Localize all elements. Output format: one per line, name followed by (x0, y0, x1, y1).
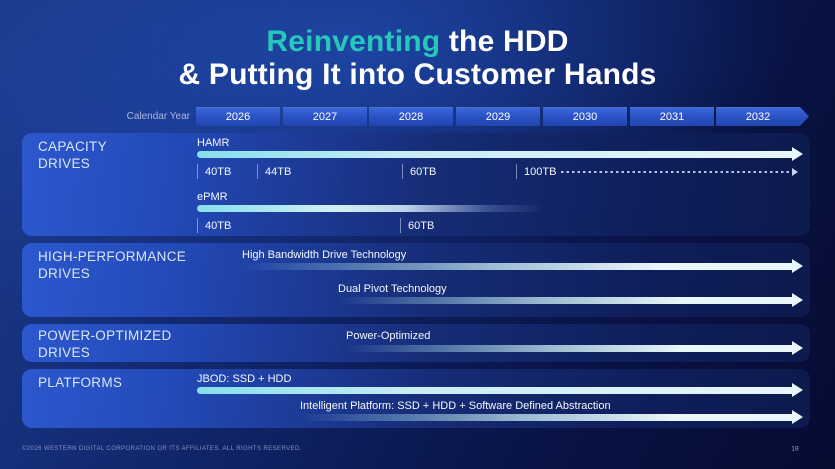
high-performance-title-line2: DRIVES (38, 265, 91, 281)
milestone-epmr-1: 40TB (197, 217, 231, 234)
power-optimized-label: Power-Optimized (346, 330, 431, 342)
calendar-year-label: Calendar Year (126, 111, 190, 122)
arrow-head-icon (792, 341, 803, 355)
year-box-2029: 2029 (456, 107, 540, 126)
milestone-tick (257, 164, 258, 179)
capacity-title-line2: DRIVES (38, 155, 91, 171)
capacity-title-line1: CAPACITY (38, 139, 107, 154)
panel-high-performance-drives (22, 243, 810, 317)
platforms-title: PLATFORMS (38, 375, 122, 392)
milestone-hamr-4: 100TB (516, 163, 556, 180)
power-optimized-title-line2: DRIVES (38, 344, 91, 360)
high-bandwidth-arrow (242, 259, 803, 273)
hamr-100tb-dashed-arrow (561, 168, 798, 176)
year-box-2026: 2026 (196, 107, 280, 126)
intelligent-platform-arrow (300, 410, 803, 424)
milestone-tick (197, 218, 198, 233)
milestone-tick (516, 164, 517, 179)
arrow-head-icon (792, 147, 803, 161)
power-optimized-drives-title: POWER-OPTIMIZED DRIVES (38, 328, 172, 361)
high-bandwidth-label: High Bandwidth Drive Technology (242, 249, 407, 261)
epmr-label: ePMR (197, 191, 228, 203)
year-box-2031: 2031 (630, 107, 714, 126)
year-box-2028: 2028 (369, 107, 453, 126)
platforms-title-line1: PLATFORMS (38, 375, 123, 390)
arrow-head-icon (792, 410, 803, 424)
high-performance-title-line1: HIGH-PERFORMANCE (38, 249, 187, 264)
slide-title-line1-rest: the HDD (440, 25, 569, 58)
page-number: 18 (791, 444, 799, 452)
year-box-2030: 2030 (543, 107, 627, 126)
year-box-2032: 2032 (716, 107, 809, 126)
hamr-roadmap-arrow (197, 147, 803, 161)
arrow-head-icon (792, 259, 803, 273)
arrow-head-icon (792, 383, 803, 397)
jbod-arrow (197, 383, 803, 397)
slide-title-line1: Reinventing the HDD (0, 25, 835, 58)
dashed-arrow-head-icon (792, 168, 798, 176)
capacity-drives-title: CAPACITY DRIVES (38, 139, 107, 172)
dual-pivot-arrow (338, 293, 803, 307)
intelligent-platform-label: Intelligent Platform: SSD + HDD + Softwa… (300, 400, 611, 412)
milestone-epmr-2: 60TB (400, 217, 434, 234)
slide-title-highlight: Reinventing (266, 25, 441, 58)
power-optimized-title-line1: POWER-OPTIMIZED (38, 328, 172, 343)
milestone-hamr-3: 60TB (402, 163, 436, 180)
slide-title: Reinventing the HDD & Putting It into Cu… (0, 25, 835, 91)
copyright-text: ©2026 WESTERN DIGITAL CORPORATION OR ITS… (22, 444, 302, 452)
year-box-2027: 2027 (283, 107, 367, 126)
milestone-hamr-2: 44TB (257, 163, 291, 180)
milestone-tick (400, 218, 401, 233)
high-performance-drives-title: HIGH-PERFORMANCE DRIVES (38, 249, 186, 282)
panel-capacity-drives (22, 133, 810, 236)
jbod-label: JBOD: SSD + HDD (197, 373, 292, 385)
milestone-tick (402, 164, 403, 179)
milestone-hamr-1: 40TB (197, 163, 231, 180)
slide-title-line2: & Putting It into Customer Hands (178, 58, 657, 91)
milestone-tick (197, 164, 198, 179)
panel-power-optimized-drives (22, 324, 810, 362)
epmr-roadmap-bar (197, 205, 545, 212)
hamr-label: HAMR (197, 137, 230, 149)
power-optimized-arrow (346, 341, 803, 355)
arrow-head-icon (792, 293, 803, 307)
dual-pivot-label: Dual Pivot Technology (338, 283, 447, 295)
